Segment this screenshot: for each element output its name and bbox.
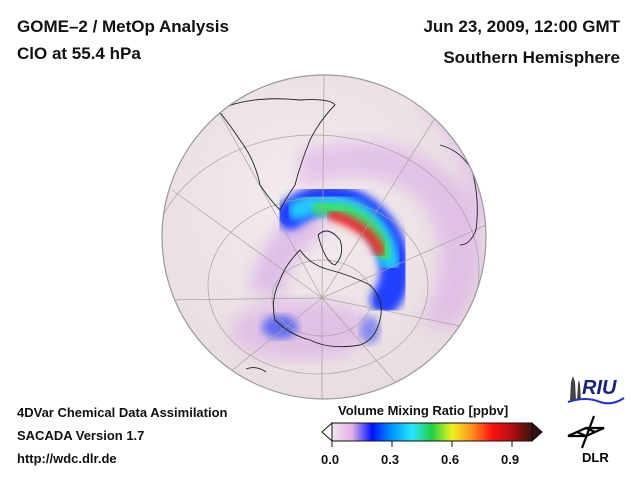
cathedral-icon xyxy=(570,376,581,400)
colorbar-title: Volume Mixing Ratio [ppbv] xyxy=(338,403,509,418)
colorbar xyxy=(321,421,543,447)
colorbar-tick-label: 0.0 xyxy=(321,452,340,467)
colorbar-extend-min xyxy=(321,421,333,443)
datetime-label: Jun 23, 2009, 12:00 GMT xyxy=(423,17,620,36)
footer-version: SACADA Version 1.7 xyxy=(17,428,145,443)
colorbar-tick-label: 0.3 xyxy=(381,452,400,467)
footer-assimilation: 4DVar Chemical Data Assimilation xyxy=(17,405,228,420)
footer-url[interactable]: http://wdc.dlr.de xyxy=(17,451,117,466)
dlr-text: DLR xyxy=(582,450,609,465)
dlr-emblem-icon xyxy=(567,415,605,449)
riu-text: RIU xyxy=(582,377,617,399)
dlr-logo: DLR xyxy=(567,415,609,465)
coastlines xyxy=(217,98,478,373)
species-level: ClO at 55.4 hPa xyxy=(17,44,141,63)
riu-logo: RIU xyxy=(567,376,625,405)
colorbar-extend-max xyxy=(531,421,543,443)
region-label: Southern Hemisphere xyxy=(443,48,620,67)
colorbar-tick-label: 0.6 xyxy=(441,452,460,467)
colorbar-tick-label: 0.9 xyxy=(501,452,520,467)
colorbar-gradient xyxy=(331,422,533,442)
clo-field xyxy=(162,75,486,399)
product-title: GOME–2 / MetOp Analysis xyxy=(17,17,229,36)
